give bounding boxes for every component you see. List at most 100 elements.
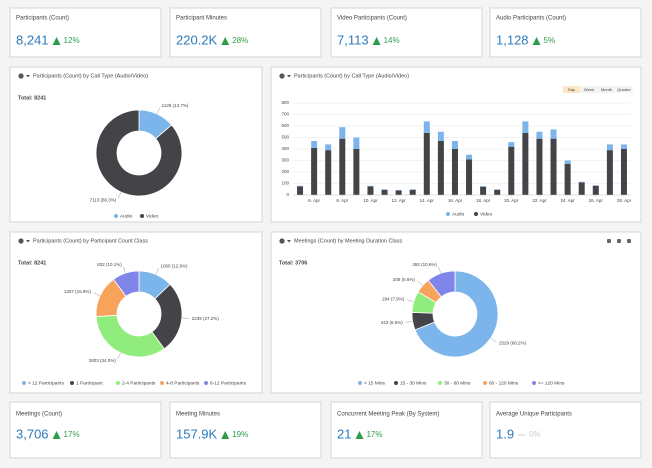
kpi-value: 8,241 <box>16 32 49 47</box>
trend-up-icon <box>52 431 61 439</box>
bar-segment <box>381 189 388 195</box>
legend-label[interactable]: Audio <box>120 213 133 219</box>
bar-segment <box>451 140 458 149</box>
range-button-label[interactable]: Quarter <box>617 87 631 92</box>
legend-label[interactable]: Video <box>480 211 493 217</box>
range-button[interactable] <box>615 86 633 93</box>
chart-menu-icon[interactable] <box>279 73 285 79</box>
legend-swatch[interactable] <box>483 381 487 385</box>
range-button-label[interactable]: Week <box>584 87 594 92</box>
data-label: 7113 (86.3%) <box>90 197 117 202</box>
kpi-title: Meeting Minutes <box>176 412 220 418</box>
legend-label[interactable]: > 12 Participants <box>28 380 64 386</box>
legend-label[interactable]: 8-12 Participants <box>210 380 247 386</box>
y-tick-label: 500 <box>281 135 289 140</box>
legend-swatch[interactable] <box>532 381 536 385</box>
legend-label[interactable]: Video <box>146 213 159 219</box>
chart-menu-icon[interactable] <box>18 238 24 244</box>
data-label: 2803 (34.0%) <box>89 358 117 363</box>
x-tick-label: 18. Apr <box>476 198 491 203</box>
bar-segment <box>564 160 571 164</box>
bar-segment <box>508 146 515 195</box>
bar-segment <box>297 185 304 187</box>
tool-icon[interactable] <box>627 239 631 243</box>
panel-title: Participants (Count) by Call Type (Audio… <box>33 73 148 79</box>
legend-swatch[interactable] <box>474 212 478 216</box>
card <box>169 7 322 58</box>
dropdown-caret[interactable] <box>26 240 30 243</box>
card <box>9 401 162 459</box>
bar-segment <box>451 149 458 195</box>
leader-line <box>117 352 121 360</box>
tool-icon[interactable] <box>617 239 621 243</box>
range-button-label[interactable]: Day <box>568 87 575 92</box>
legend-label[interactable]: 30 - 60 Mins <box>444 380 471 386</box>
card <box>489 401 642 459</box>
data-label: 2239 (27.2%) <box>192 316 220 321</box>
legend-swatch[interactable] <box>70 381 74 385</box>
data-label: 294 (7.9%) <box>382 296 405 301</box>
bar-segment <box>494 189 501 195</box>
legend-label[interactable]: >= 120 Mins <box>538 380 565 386</box>
bar-segment <box>339 127 346 139</box>
y-tick-label: 0 <box>286 192 289 197</box>
x-tick-label: 8. Apr <box>336 198 348 203</box>
leader-line <box>117 191 122 199</box>
data-label: 208 (5.6%) <box>393 277 416 282</box>
legend-swatch[interactable] <box>140 214 144 218</box>
card <box>9 66 263 223</box>
kpi-value: 1,128 <box>496 32 529 47</box>
kpi-value: 1.9 <box>496 426 514 441</box>
legend-swatch[interactable] <box>204 381 208 385</box>
range-button[interactable] <box>580 86 598 93</box>
x-tick-label: 12. Apr <box>391 198 406 203</box>
legend-label[interactable]: 60 - 120 Mins <box>489 380 519 386</box>
tool-icon[interactable] <box>607 239 611 243</box>
bar-segment <box>353 149 360 195</box>
x-tick-label: 14. Apr <box>420 198 435 203</box>
bar-segment <box>395 190 402 195</box>
dropdown-caret[interactable] <box>26 75 30 78</box>
chart-menu-icon[interactable] <box>279 238 285 244</box>
legend-swatch[interactable] <box>438 381 442 385</box>
data-label: 1128 (13.7%) <box>162 103 189 108</box>
legend-label[interactable]: 1 Participant <box>76 380 103 386</box>
legend-swatch[interactable] <box>446 212 450 216</box>
legend-label[interactable]: 4-8 Participants <box>166 380 200 386</box>
bar-segment <box>353 137 360 149</box>
bar-segment <box>480 186 487 187</box>
range-button[interactable] <box>563 86 580 93</box>
legend-label[interactable]: Audio <box>452 211 465 217</box>
legend-label[interactable]: 2-4 Participants <box>122 380 156 386</box>
total-label: Total: 3706 <box>279 260 307 266</box>
leader-line <box>123 266 126 274</box>
bar-segment <box>367 186 374 195</box>
data-label: 243 (6.6%) <box>381 320 404 325</box>
kpi-change: 19% <box>232 430 248 439</box>
legend-swatch[interactable] <box>394 381 398 385</box>
legend-swatch[interactable] <box>116 381 120 385</box>
legend-swatch[interactable] <box>22 381 26 385</box>
chart-menu-icon[interactable] <box>18 73 24 79</box>
legend-label[interactable]: < 15 Mins <box>364 380 386 386</box>
range-button-label[interactable]: Month <box>601 87 612 92</box>
legend-swatch[interactable] <box>160 381 164 385</box>
dropdown-caret[interactable] <box>287 240 291 243</box>
legend-label[interactable]: 15 - 30 Mins <box>400 380 427 386</box>
legend-swatch[interactable] <box>114 214 118 218</box>
total-label: Total: 8241 <box>18 260 46 266</box>
card <box>169 401 322 459</box>
bar-segment <box>620 144 627 149</box>
range-button[interactable] <box>598 86 615 93</box>
bar-segment <box>536 138 543 195</box>
bar-segment <box>297 186 304 195</box>
bar-segment <box>480 186 487 195</box>
dropdown-caret[interactable] <box>287 75 291 78</box>
kpi-change: 14% <box>384 36 400 45</box>
bar-segment <box>578 181 585 183</box>
bar-segment <box>466 154 473 160</box>
legend-swatch[interactable] <box>358 381 362 385</box>
panel-title: Participants (Count) by Call Type (Audio… <box>294 73 409 79</box>
bar-segment <box>311 147 318 195</box>
x-tick-label: 24. Apr <box>560 198 575 203</box>
